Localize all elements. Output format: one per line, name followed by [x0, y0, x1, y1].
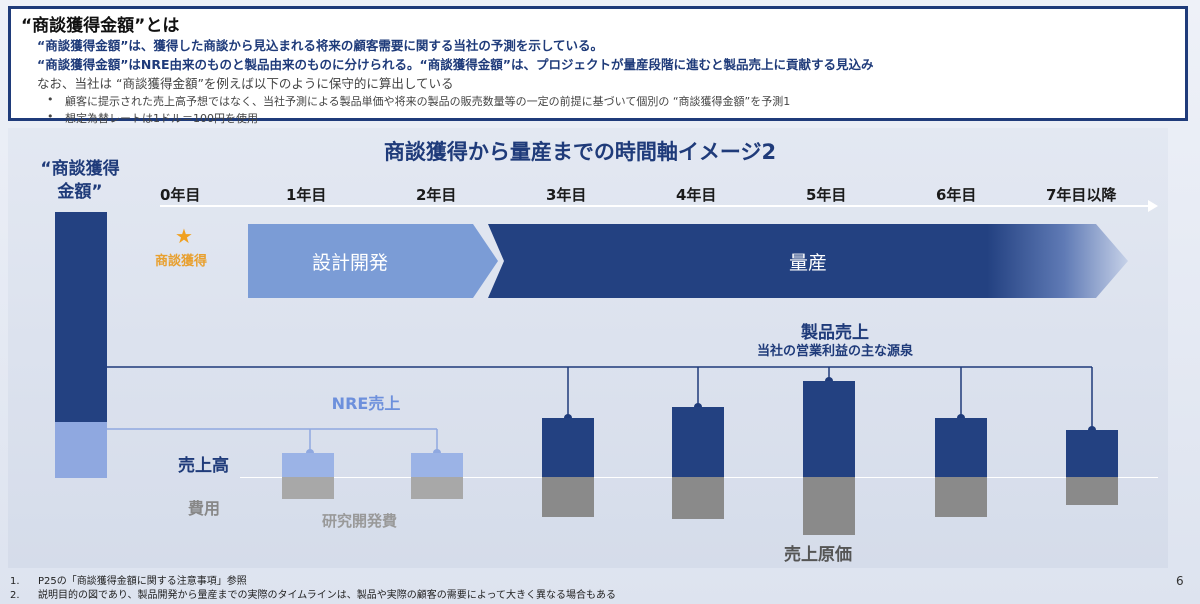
rd-cost-label: 研究開発費 — [322, 512, 398, 530]
definition-line-3: なお、当社は “商談獲得金額”を例えば以下のように保守的に算出している — [37, 76, 454, 91]
cogs-bar — [935, 477, 987, 517]
product-sales-sublabel: 当社の営業利益の主な源泉 — [756, 344, 913, 359]
bullet-item: • 想定為替レートは1ドル＝100円を使用 — [47, 110, 258, 125]
cogs-label: 売上原価 — [784, 545, 852, 565]
nre-sales-bar — [282, 453, 334, 477]
product-sales-bar — [803, 381, 855, 477]
nre-sales-bar — [411, 453, 463, 477]
star-icon: ★ — [175, 224, 193, 248]
bullet-dot-icon: • — [47, 93, 54, 106]
milestone-label: 商談獲得 — [155, 254, 208, 269]
cogs-bar — [803, 477, 855, 535]
footnote: 1. P25の「商談獲得金額に関する注意事項」参照 — [10, 576, 247, 587]
year-label: 2年目 — [416, 186, 457, 204]
product-sales-bar — [935, 418, 987, 477]
mass-production-label: 量産 — [788, 252, 827, 274]
order-amount-product-bar — [55, 212, 107, 422]
definition-line-1: “商談獲得金額”は、獲得した商談から見込まれる将来の顧客需要に関する当社の予測を… — [37, 38, 604, 53]
order-amount-label: “商談獲得 金額” — [40, 159, 120, 202]
bullet-dot-icon: • — [47, 110, 54, 123]
sales-row-label: 売上高 — [178, 456, 229, 476]
cogs-bar — [542, 477, 594, 517]
year-label: 1年目 — [286, 186, 327, 204]
product-sales-label: 製品売上 — [801, 323, 869, 343]
year-label: 0年目 — [160, 186, 201, 204]
definition-title: “商談獲得金額”とは — [21, 16, 180, 36]
year-label: 6年目 — [936, 186, 977, 204]
definition-line-2: “商談獲得金額”はNRE由来のものと製品由来のものに分けられる。“商談獲得金額”… — [37, 57, 874, 72]
year-label: 5年目 — [806, 186, 847, 204]
design-phase-arrow — [248, 224, 498, 298]
cogs-bar — [672, 477, 724, 519]
year-label: 3年目 — [546, 186, 587, 204]
design-phase-label: 設計開発 — [311, 252, 388, 274]
year-label: 4年目 — [676, 186, 717, 204]
bullet-item: • 顧客に提示された売上高予想ではなく、当社予測による製品単価や将来の製品の販売数… — [47, 93, 791, 108]
footnote: 2. 説明目的の図であり、製品開発から量産までの実際のタイムラインは、製品や実際の… — [10, 590, 616, 601]
definition-box: “商談獲得金額”とは “商談獲得金額”は、獲得した商談から見込まれる将来の顧客需… — [8, 6, 1188, 125]
year-label: 7年目以降 — [1046, 186, 1117, 204]
page-number: 6 — [1176, 574, 1184, 588]
nre-sales-label: NRE売上 — [331, 394, 401, 413]
order-amount-nre-bar — [55, 422, 107, 478]
product-sales-bar — [672, 407, 724, 477]
diagram-title: 商談獲得から量産までの時間軸イメージ2 — [383, 140, 777, 164]
rd-cost-bar — [411, 477, 463, 499]
cost-row-label: 費用 — [188, 499, 221, 518]
product-sales-bar — [542, 418, 594, 477]
cogs-bar — [1066, 477, 1118, 505]
rd-cost-bar — [282, 477, 334, 499]
timeline-arrow — [160, 200, 1158, 212]
mass-production-arrow — [488, 224, 1128, 298]
product-sales-bar — [1066, 430, 1118, 477]
